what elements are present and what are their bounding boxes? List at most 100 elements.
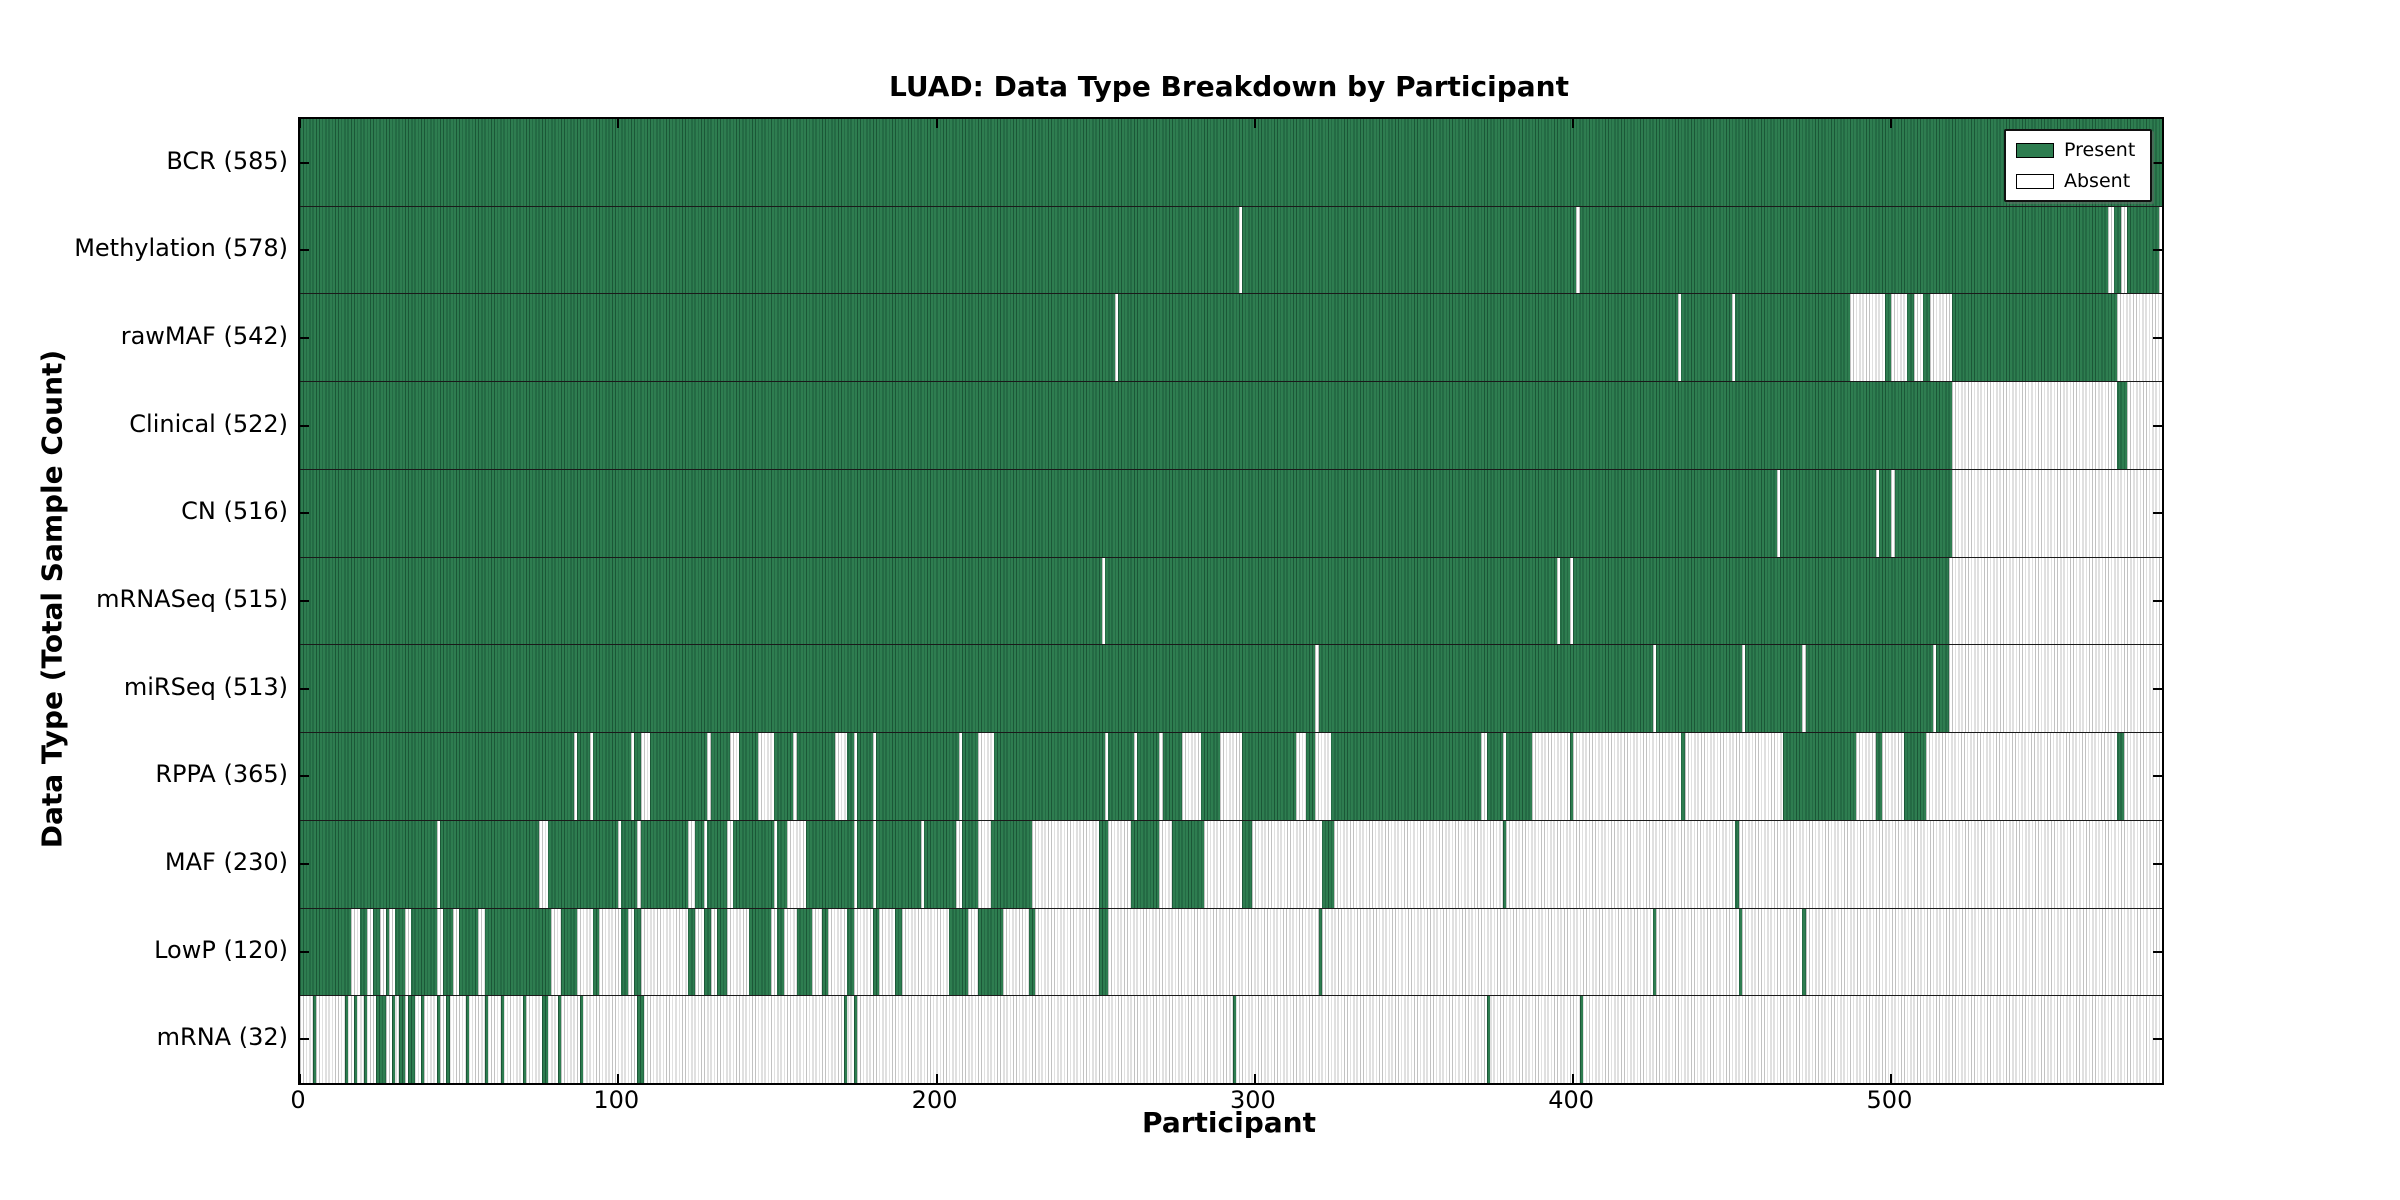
absent-segment: [1929, 294, 1952, 382]
present-segment: [484, 996, 488, 1084]
x-tick-label: 0: [290, 1086, 306, 1114]
y-tick-label-rawMAF: rawMAF (542): [120, 322, 288, 351]
absent-segment: [1802, 645, 1806, 733]
absent-segment: [828, 908, 848, 996]
absent-segment: [1881, 733, 1905, 820]
present-segment: [1579, 996, 1583, 1084]
absent-segment: [452, 908, 460, 996]
absent-segment: [1684, 733, 1784, 820]
absent-segment: [1003, 908, 1029, 996]
absent-segment: [389, 908, 396, 996]
y-tick-mark: [2153, 1038, 2162, 1041]
y-tick-mark: [300, 337, 309, 340]
absent-segment: [920, 820, 924, 908]
absent-segment: [1531, 733, 1570, 820]
x-tick-mark: [617, 1074, 620, 1083]
absent-segment: [1181, 733, 1201, 820]
present-segment: [580, 996, 584, 1084]
present-segment: [465, 996, 469, 1084]
absent-segment: [1321, 908, 1653, 996]
present-segment: [541, 996, 549, 1084]
absent-segment: [1891, 469, 1895, 557]
absent-segment: [1678, 294, 1682, 382]
absent-segment: [1932, 645, 1936, 733]
absent-segment: [1035, 908, 1099, 996]
absent-segment: [1856, 733, 1876, 820]
absent-segment: [853, 733, 857, 820]
y-tick-mark: [2153, 249, 2162, 252]
absent-segment: [436, 820, 441, 908]
x-tick-label: 500: [1866, 1086, 1913, 1114]
legend-item-absent: Absent: [2016, 170, 2140, 192]
y-tick-mark: [300, 424, 309, 427]
absent-segment: [783, 908, 797, 996]
absent-segment: [1108, 820, 1131, 908]
x-axis-label: Participant: [1142, 1106, 1316, 1139]
absent-segment: [1108, 908, 1319, 996]
absent-segment: [1951, 469, 2162, 557]
x-tick-label: 400: [1548, 1086, 1595, 1114]
absent-segment: [1203, 820, 1243, 908]
absent-segment: [1948, 557, 2162, 645]
y-tick-label-LowP: LowP (120): [154, 935, 288, 964]
absent-segment: [758, 733, 775, 820]
absent-segment: [688, 820, 695, 908]
absent-segment: [618, 820, 622, 908]
present-segment: [1232, 996, 1236, 1084]
heatmap-row-MAF: [300, 820, 2162, 909]
absent-segment: [1557, 557, 1561, 645]
absent-segment: [1133, 733, 1138, 820]
absent-segment: [694, 908, 705, 996]
absent-segment: [901, 908, 950, 996]
absent-segment: [2120, 206, 2127, 294]
absent-segment: [774, 820, 778, 908]
y-tick-mark: [2153, 512, 2162, 515]
y-tick-mark: [2153, 775, 2162, 778]
absent-segment: [707, 733, 711, 820]
absent-segment: [1159, 733, 1163, 820]
legend-item-present: Present: [2016, 139, 2140, 161]
absent-segment: [627, 908, 635, 996]
present-segment: [637, 996, 644, 1084]
y-tick-label-RPPA: RPPA (365): [155, 760, 288, 789]
y-tick-mark: [300, 161, 309, 164]
absent-segment: [366, 908, 374, 996]
absent-segment: [436, 908, 444, 996]
absent-segment: [1569, 557, 1574, 645]
legend-absent-label: Absent: [2064, 170, 2131, 192]
x-tick-mark: [299, 1074, 301, 1083]
x-tick-mark: [1890, 1074, 1893, 1083]
absent-segment: [1334, 820, 1504, 908]
absent-segment: [1296, 733, 1306, 820]
y-tick-labels: BCR (585) Methylation (578) rawMAF (542) Cl…: [0, 117, 288, 1081]
present-segment: [398, 996, 406, 1084]
present-segment: [1487, 996, 1491, 1084]
absent-segment: [1573, 733, 1682, 820]
present-segment: [376, 996, 386, 1084]
absent-segment: [710, 908, 717, 996]
absent-segment: [573, 733, 577, 820]
absent-segment: [637, 820, 641, 908]
present-segment: [363, 996, 367, 1084]
absent-segment: [812, 908, 822, 996]
absent-segment: [589, 733, 593, 820]
x-tick-label: 200: [911, 1086, 958, 1114]
heatmap-rows: [300, 119, 2162, 1084]
absent-segment: [771, 908, 778, 996]
x-tick-mark: [1253, 119, 1256, 128]
heatmap-row-rawMAF: [300, 294, 2162, 383]
absent-segment: [1741, 908, 1803, 996]
chart-title: LUAD: Data Type Breakdown by Participant: [889, 70, 1569, 103]
x-tick-mark: [299, 119, 301, 128]
heatmap-row-Clinical: [300, 382, 2162, 470]
y-tick-label-mRNASeq: mRNASeq (515): [96, 585, 288, 613]
absent-segment: [1105, 733, 1109, 820]
y-tick-mark: [2153, 337, 2162, 340]
present-segment: [408, 996, 415, 1084]
absent-segment: [1159, 820, 1173, 908]
absent-segment: [379, 908, 386, 996]
present-segment: [844, 996, 848, 1084]
absent-segment: [872, 820, 877, 908]
absent-segment: [1776, 469, 1781, 557]
absent-segment: [640, 908, 689, 996]
